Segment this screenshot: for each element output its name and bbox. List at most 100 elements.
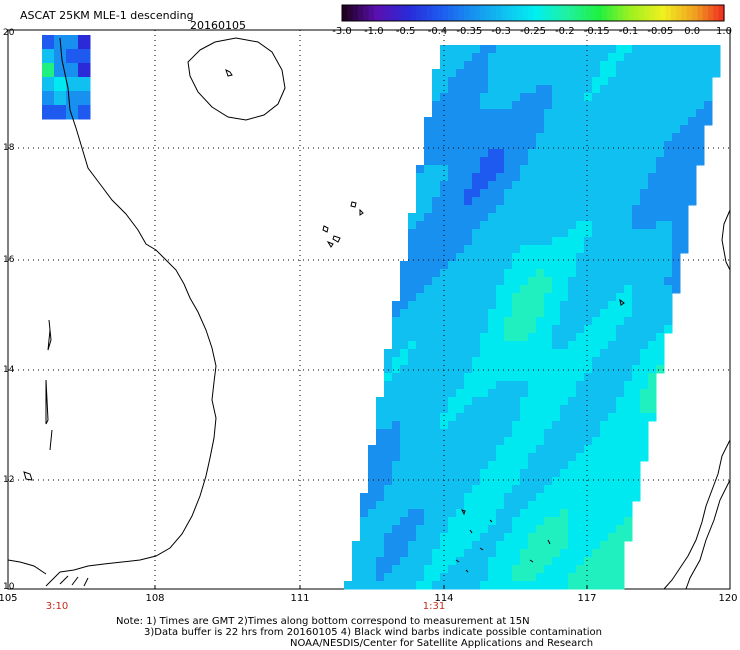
- swath-cell: [456, 301, 465, 310]
- swath-cell: [472, 509, 481, 518]
- swath-cell: [78, 91, 91, 106]
- swath-cell: [528, 69, 537, 78]
- swath-cell: [608, 517, 617, 526]
- swath-cell: [448, 69, 457, 78]
- swath-cell: [560, 277, 569, 286]
- swath-cell: [576, 341, 585, 350]
- swath-cell: [504, 45, 513, 54]
- swath-cell: [424, 165, 433, 174]
- swath-cell: [600, 261, 609, 270]
- swath-cell: [528, 437, 537, 446]
- swath-cell: [432, 413, 441, 422]
- swath-cell: [552, 293, 561, 302]
- swath-cell: [440, 429, 449, 438]
- swath-cell: [504, 245, 513, 254]
- swath-cell: [408, 389, 417, 398]
- swath-cell: [520, 77, 529, 86]
- swath-cell: [544, 541, 553, 550]
- swath-cell: [576, 301, 585, 310]
- swath-cell: [472, 533, 481, 542]
- swath-cell: [584, 261, 593, 270]
- swath-cell: [528, 405, 537, 414]
- swath-cell: [704, 61, 713, 70]
- swath-cell: [552, 437, 561, 446]
- swath-cell: [520, 429, 529, 438]
- swath-cell: [416, 493, 425, 502]
- swath-cell: [560, 189, 569, 198]
- swath-cell: [576, 85, 585, 94]
- swath-cell: [456, 421, 465, 430]
- swath-cell: [584, 429, 593, 438]
- swath-cell: [368, 509, 377, 518]
- swath-cell: [536, 93, 545, 102]
- swath-cell: [552, 125, 561, 134]
- swath-cell: [656, 173, 665, 182]
- swath-cell: [600, 117, 609, 126]
- swath-cell: [656, 317, 665, 326]
- swath-cell: [408, 221, 417, 230]
- swath-cell: [448, 445, 457, 454]
- swath-cell: [672, 61, 681, 70]
- swath-cell: [544, 237, 553, 246]
- swath-cell: [560, 61, 569, 70]
- swath-cell: [456, 77, 465, 86]
- swath-cell: [576, 285, 585, 294]
- swath-cell: [664, 293, 673, 302]
- swath-cell: [496, 277, 505, 286]
- swath-cell: [464, 61, 473, 70]
- swath-cell: [600, 173, 609, 182]
- swath-cell: [512, 365, 521, 374]
- swath-cell: [504, 69, 513, 78]
- swath-cell: [496, 461, 505, 470]
- swath-cell: [608, 341, 617, 350]
- swath-cell: [640, 61, 649, 70]
- swath-cell: [448, 469, 457, 478]
- swath-cell: [472, 517, 481, 526]
- swath-cell: [424, 173, 433, 182]
- swath-cell: [416, 293, 425, 302]
- swath-cell: [616, 109, 625, 118]
- swath-cell: [472, 525, 481, 534]
- swath-cell: [552, 541, 561, 550]
- swath-cell: [464, 309, 473, 318]
- swath-cell: [536, 149, 545, 158]
- swath-cell: [424, 277, 433, 286]
- colorbar-swatch: [554, 5, 561, 21]
- swath-cell: [456, 85, 465, 94]
- swath-cell: [416, 213, 425, 222]
- swath-cell: [440, 189, 449, 198]
- swath-cell: [600, 341, 609, 350]
- swath-cell: [536, 541, 545, 550]
- swath-cell: [600, 125, 609, 134]
- swath-cell: [496, 85, 505, 94]
- swath-cell: [632, 69, 641, 78]
- swath-cell: [648, 181, 657, 190]
- swath-cell: [616, 389, 625, 398]
- swath-cell: [504, 93, 513, 102]
- swath-cell: [624, 277, 633, 286]
- swath-cell: [592, 405, 601, 414]
- swath-cell: [512, 429, 521, 438]
- swath-cell: [616, 381, 625, 390]
- swath-cell: [472, 317, 481, 326]
- swath-cell: [560, 117, 569, 126]
- swath-cell: [424, 453, 433, 462]
- swath-cell: [544, 301, 553, 310]
- swath-cell: [376, 437, 385, 446]
- swath-cell: [536, 173, 545, 182]
- swath-cell: [368, 485, 377, 494]
- swath-cell: [78, 77, 91, 92]
- swath-cell: [448, 181, 457, 190]
- swath-cell: [528, 189, 537, 198]
- swath-cell: [528, 469, 537, 478]
- swath-cell: [616, 141, 625, 150]
- swath-cell: [552, 365, 561, 374]
- swath-cell: [656, 53, 665, 62]
- swath-cell: [480, 125, 489, 134]
- swath-cell: [488, 53, 497, 62]
- swath-cell: [480, 501, 489, 510]
- colorbar-swatch: [591, 5, 598, 21]
- swath-cell: [456, 525, 465, 534]
- swath-cell: [592, 341, 601, 350]
- swath-cell: [472, 165, 481, 174]
